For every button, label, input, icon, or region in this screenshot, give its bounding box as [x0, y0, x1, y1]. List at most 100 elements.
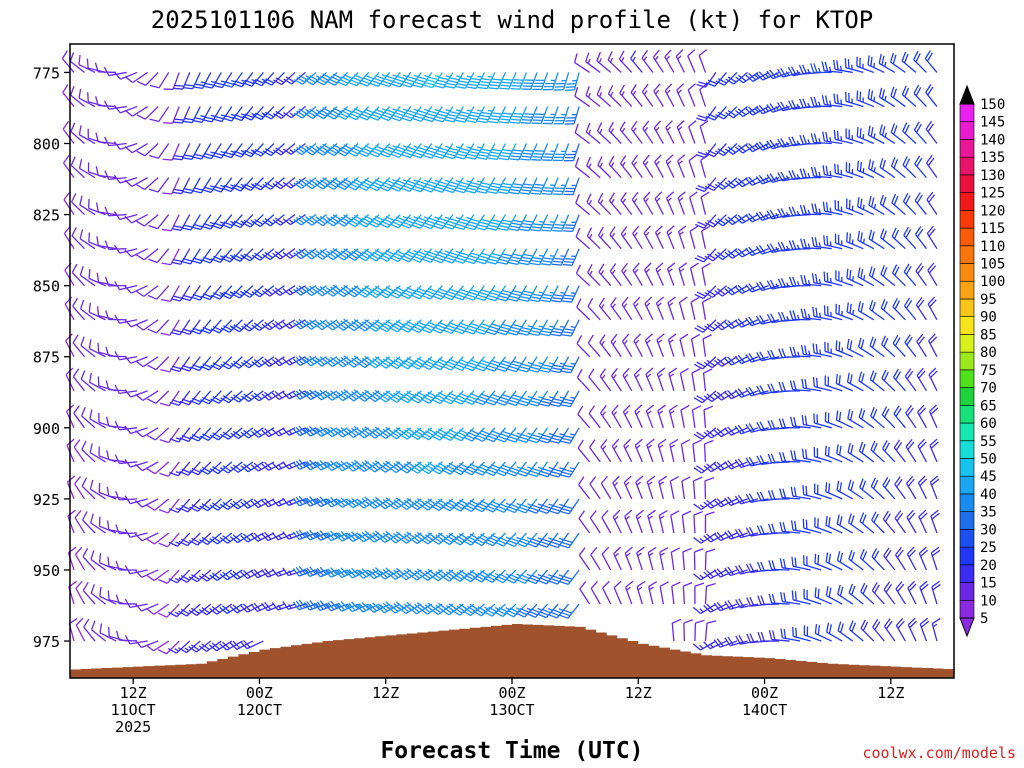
barb-flag: [124, 249, 132, 258]
barb-flag: [469, 429, 479, 435]
barb-flag: [642, 154, 650, 163]
wind-barb: [412, 72, 433, 89]
barb-flag: [232, 82, 243, 88]
barb-flag: [531, 259, 541, 263]
barb-flag: [181, 538, 191, 545]
barb-half-flag: [632, 127, 637, 133]
barb-flag: [447, 113, 458, 118]
wind-barb: [714, 356, 738, 367]
barb-flag: [438, 428, 448, 435]
barb-flag: [447, 254, 457, 259]
wind-barb: [724, 636, 748, 647]
wind-barb: [724, 214, 748, 226]
barb-half-flag: [665, 55, 671, 61]
barb-flag: [373, 111, 383, 116]
barb-shaft: [575, 166, 591, 179]
barb-flag: [676, 83, 685, 91]
barb-flag: [271, 358, 280, 367]
barb-flag: [472, 610, 482, 617]
barb-flag: [147, 398, 157, 404]
wind-barb: [635, 475, 644, 500]
wind-barb: [714, 319, 738, 331]
barb-flag: [714, 359, 723, 367]
barb-flag: [454, 397, 465, 403]
wind-barb: [528, 390, 549, 407]
wind-barb: [88, 302, 106, 321]
wind-barb: [734, 528, 759, 539]
barb-shaft: [671, 623, 675, 642]
wind-barb: [334, 567, 359, 579]
barb-flag: [306, 180, 316, 188]
barb-flag: [399, 363, 409, 370]
barb-shaft: [142, 461, 159, 472]
wind-barb: [667, 333, 677, 357]
barb-flag: [437, 79, 447, 83]
wind-barb: [116, 630, 138, 642]
wind-barb: [80, 336, 96, 358]
barb-flag: [306, 391, 315, 399]
wind-barb: [134, 603, 159, 612]
wind-barb: [575, 227, 591, 250]
barb-flag: [330, 146, 340, 152]
barb-half-flag: [402, 179, 408, 183]
barb-flag: [488, 188, 499, 192]
wind-barb: [693, 548, 704, 570]
wind-barb: [181, 248, 201, 265]
wind-barb: [190, 319, 212, 335]
barb-shaft: [172, 106, 180, 124]
barb-flag: [672, 618, 682, 624]
barb-flag: [324, 533, 332, 542]
barb-flag: [191, 189, 202, 194]
barb-flag: [500, 292, 510, 297]
wind-barb: [80, 370, 96, 392]
barb-flag: [192, 156, 202, 160]
wind-barb: [656, 333, 665, 357]
barb-half-flag: [659, 481, 664, 486]
barb-flag: [174, 84, 185, 87]
barb-flag: [88, 232, 91, 243]
barb-flag: [455, 257, 466, 262]
barb-half-flag: [624, 444, 630, 450]
barb-flag: [316, 461, 325, 470]
barb-flag: [274, 320, 283, 329]
barb-half-flag: [645, 268, 650, 273]
barb-flag: [330, 496, 338, 505]
barb-flag: [392, 114, 402, 119]
wind-barb: [517, 390, 538, 407]
barb-flag: [88, 269, 91, 279]
wind-barb: [240, 569, 264, 580]
wind-barb: [242, 72, 264, 87]
barb-shaft: [691, 372, 696, 391]
barb-flag: [351, 601, 359, 610]
barb-flag: [491, 393, 501, 399]
barb-half-flag: [277, 604, 282, 610]
wind-barb: [725, 106, 748, 119]
barb-flag: [230, 466, 239, 473]
wind-barb: [61, 50, 75, 73]
barb-flag: [438, 217, 448, 222]
barb-flag: [444, 363, 454, 369]
barb-flag: [522, 119, 532, 121]
barb-flag: [307, 77, 317, 84]
barb-flag: [340, 567, 349, 576]
barb-flag: [401, 431, 411, 438]
barb-flag: [548, 580, 558, 585]
barb-flag: [230, 502, 239, 510]
barb-flag: [334, 533, 343, 542]
wind-barb: [345, 531, 369, 542]
barb-flag: [521, 397, 531, 402]
barb-flag: [511, 222, 522, 226]
barb-flag: [274, 217, 284, 224]
barb-half-flag: [636, 481, 641, 486]
barb-flag: [479, 255, 489, 259]
barb-flag: [282, 497, 290, 506]
barb-shaft: [153, 640, 170, 652]
barb-flag: [400, 257, 410, 263]
barb-flag: [193, 223, 203, 228]
barb-flag: [502, 219, 513, 223]
wind-barb: [703, 461, 727, 473]
barb-flag: [412, 395, 422, 402]
barb-flag: [455, 119, 466, 123]
barb-flag: [327, 251, 337, 259]
barb-shaft: [689, 231, 696, 249]
